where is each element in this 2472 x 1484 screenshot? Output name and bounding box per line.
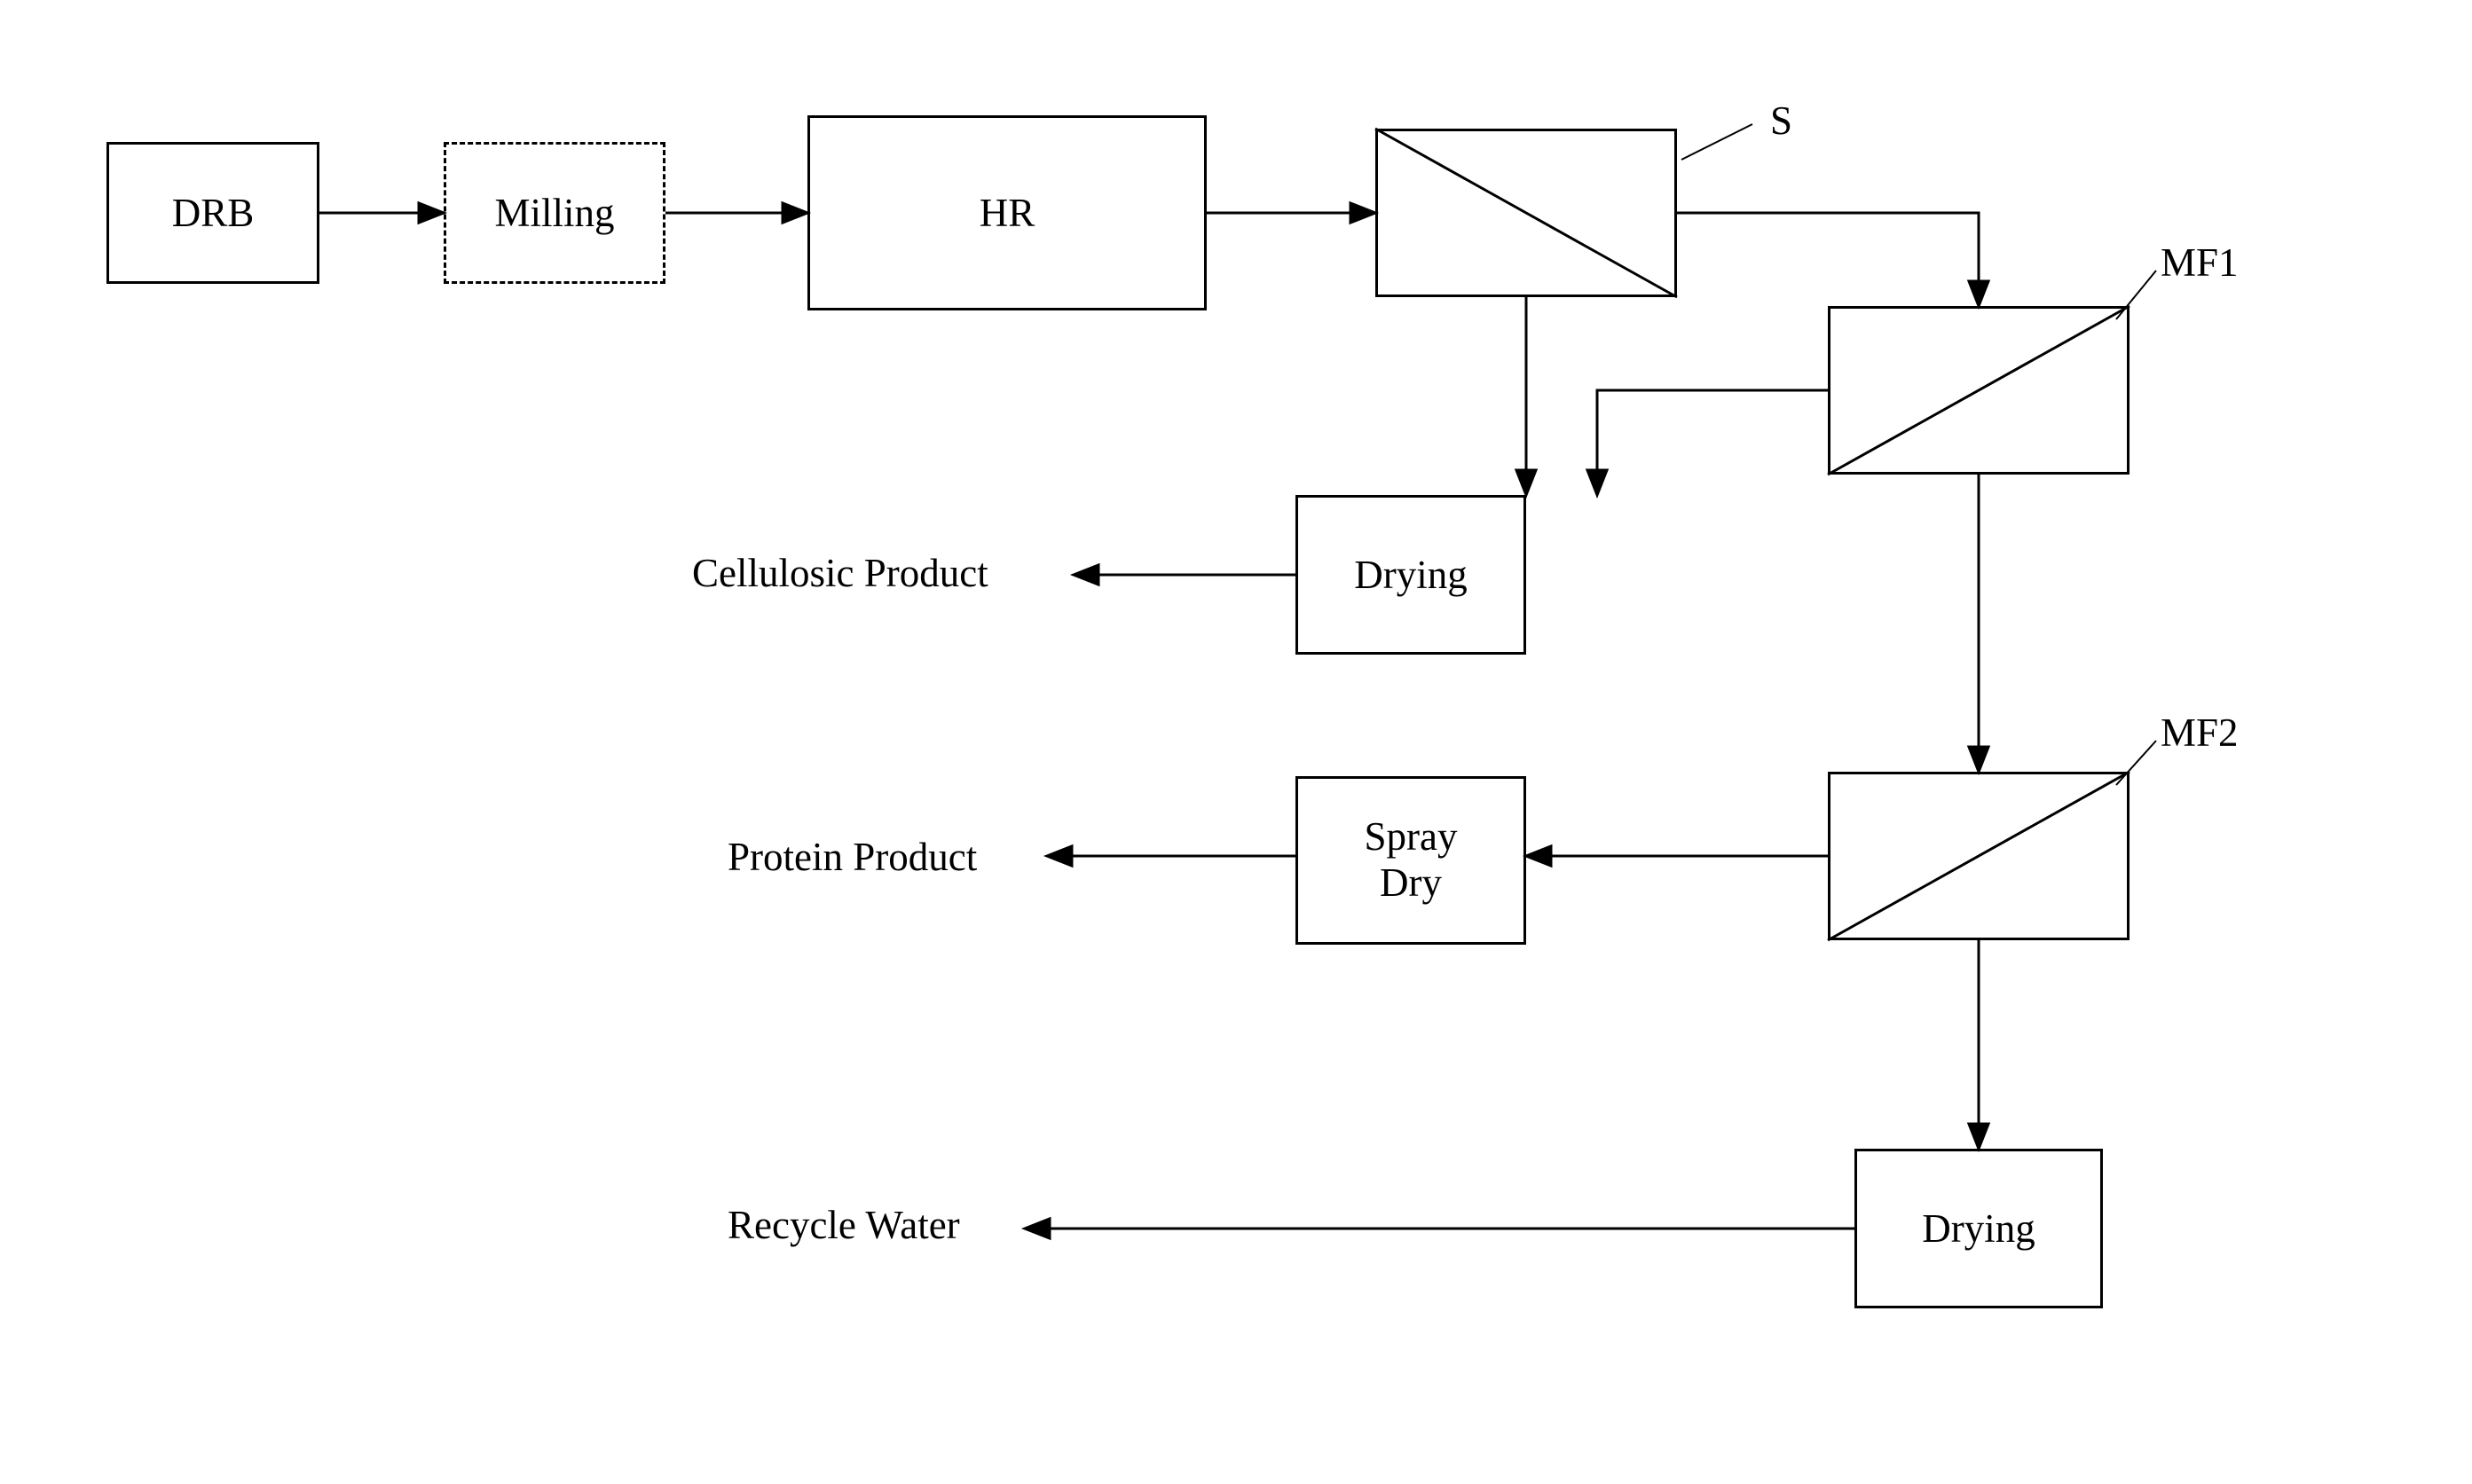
node-mf2 — [1828, 772, 2130, 940]
label-s: S — [1770, 98, 1792, 144]
node-dry2-label: Drying — [1922, 1205, 2035, 1252]
label-mf2: MF2 — [2161, 710, 2239, 756]
label-s-text: S — [1770, 98, 1792, 143]
label-recycle-text: Recycle Water — [728, 1203, 960, 1247]
node-dry2: Drying — [1854, 1149, 2103, 1308]
label-recycle: Recycle Water — [728, 1202, 960, 1248]
label-cellulosic-text: Cellulosic Product — [692, 551, 988, 595]
node-mf1 — [1828, 306, 2130, 475]
node-drb-label: DRB — [172, 190, 255, 236]
node-milling-label: Milling — [494, 190, 614, 236]
node-dry1: Drying — [1295, 495, 1526, 655]
node-hr-label: HR — [980, 190, 1035, 236]
label-mf2-text: MF2 — [2161, 711, 2239, 755]
node-spray: Spray Dry — [1295, 776, 1526, 945]
node-drb: DRB — [106, 142, 319, 284]
node-milling: Milling — [444, 142, 665, 284]
node-spray-label: Spray Dry — [1365, 814, 1458, 907]
node-s — [1375, 129, 1677, 297]
label-mf1: MF1 — [2161, 239, 2239, 286]
label-cellulosic: Cellulosic Product — [692, 550, 988, 596]
label-mf1-text: MF1 — [2161, 240, 2239, 285]
node-dry1-label: Drying — [1354, 552, 1468, 598]
label-protein-text: Protein Product — [728, 835, 977, 879]
node-hr: HR — [807, 115, 1207, 310]
label-protein: Protein Product — [728, 834, 977, 880]
